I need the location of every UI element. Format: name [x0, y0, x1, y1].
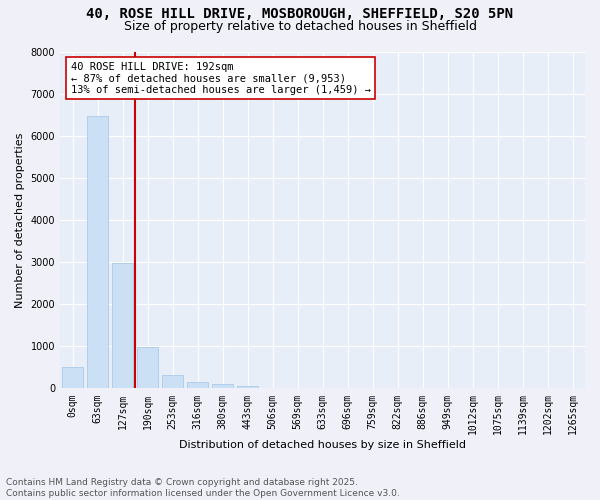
Bar — [162, 374, 183, 388]
Text: 40 ROSE HILL DRIVE: 192sqm
← 87% of detached houses are smaller (9,953)
13% of s: 40 ROSE HILL DRIVE: 192sqm ← 87% of deta… — [71, 62, 371, 95]
Bar — [62, 366, 83, 388]
X-axis label: Distribution of detached houses by size in Sheffield: Distribution of detached houses by size … — [179, 440, 466, 450]
Bar — [87, 116, 108, 388]
Bar — [212, 384, 233, 388]
Text: Size of property relative to detached houses in Sheffield: Size of property relative to detached ho… — [124, 20, 476, 33]
Bar — [112, 263, 133, 388]
Bar — [187, 382, 208, 388]
Y-axis label: Number of detached properties: Number of detached properties — [15, 132, 25, 308]
Text: 40, ROSE HILL DRIVE, MOSBOROUGH, SHEFFIELD, S20 5PN: 40, ROSE HILL DRIVE, MOSBOROUGH, SHEFFIE… — [86, 8, 514, 22]
Bar — [237, 386, 258, 388]
Bar — [137, 347, 158, 389]
Text: Contains HM Land Registry data © Crown copyright and database right 2025.
Contai: Contains HM Land Registry data © Crown c… — [6, 478, 400, 498]
